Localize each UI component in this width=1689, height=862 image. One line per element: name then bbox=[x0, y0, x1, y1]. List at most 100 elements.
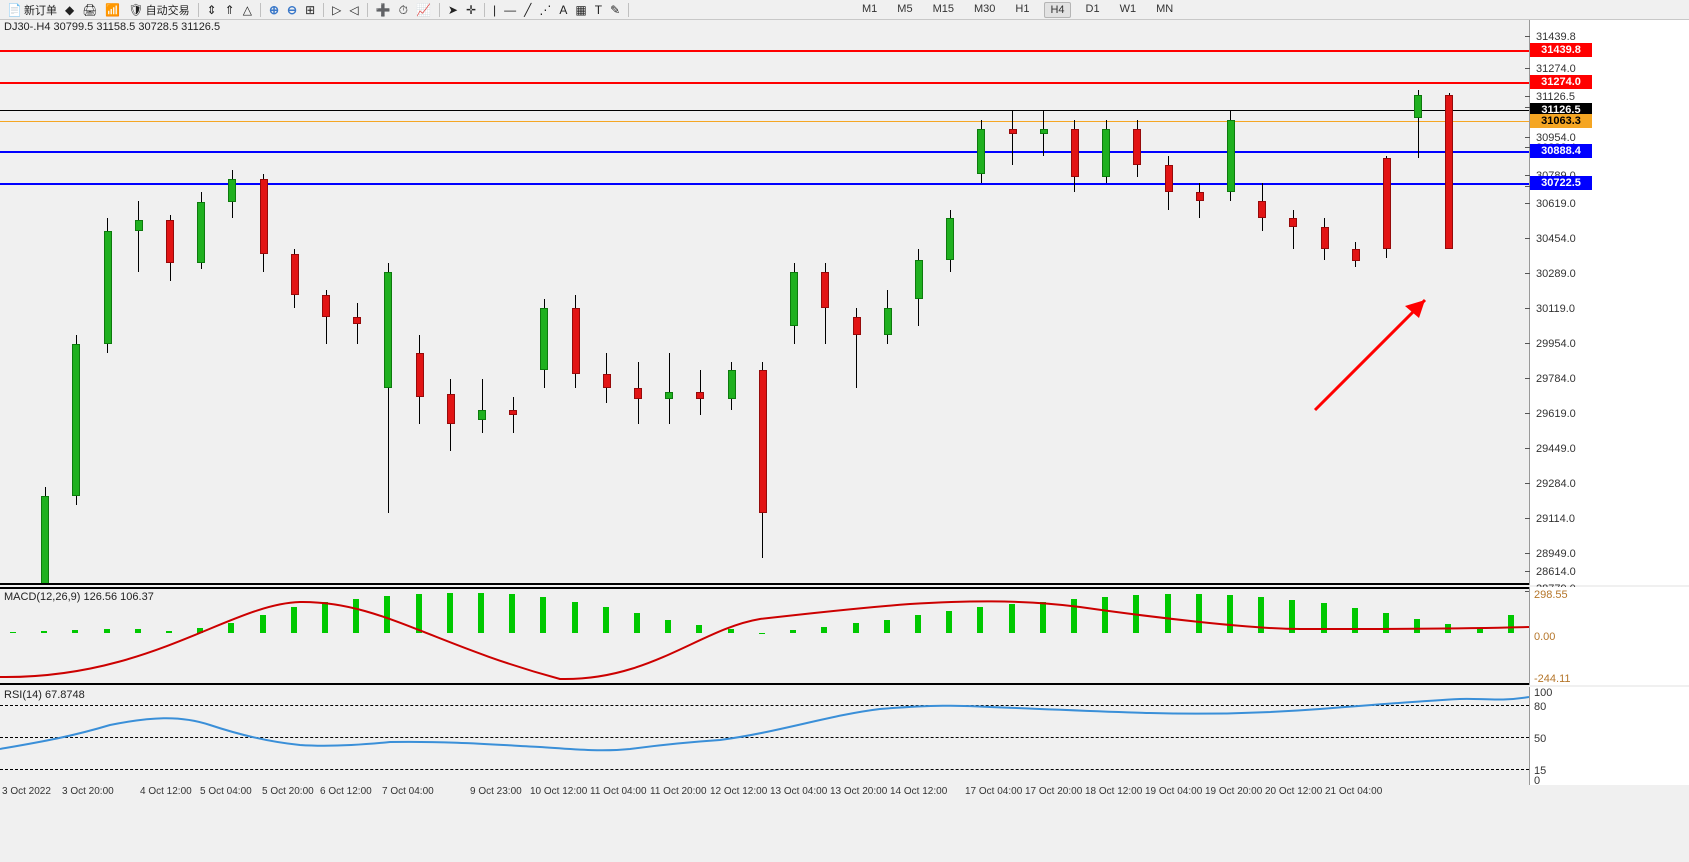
date-tick-4: 5 Oct 20:00 bbox=[262, 786, 314, 797]
orange-line-label[interactable]: 31063.3 bbox=[1530, 114, 1592, 128]
date-axis[interactable]: 3 Oct 2022 3 Oct 20:00 4 Oct 12:00 5 Oct 04… bbox=[0, 785, 1529, 805]
date-tick-7: 9 Oct 23:00 bbox=[470, 786, 522, 797]
period-H1[interactable]: H1 bbox=[1010, 2, 1034, 18]
price-tick-18: 28949.0 bbox=[1530, 547, 1689, 561]
period-M15[interactable]: M15 bbox=[928, 2, 959, 18]
expert-advisor-button[interactable]: ➕ bbox=[373, 1, 394, 19]
new-order-icon: 📄 bbox=[7, 4, 22, 16]
grid-view-button[interactable]: ⊞ bbox=[302, 1, 318, 19]
period-M5[interactable]: M5 bbox=[892, 2, 917, 18]
horizontal-line-tool[interactable]: — bbox=[501, 1, 519, 19]
date-tick-6: 7 Oct 04:00 bbox=[382, 786, 434, 797]
zoom-in-button[interactable]: ⊕ bbox=[266, 1, 282, 19]
date-tick-0: 3 Oct 2022 bbox=[2, 786, 51, 797]
zoom-out-button[interactable]: ⊖ bbox=[284, 1, 300, 19]
date-tick-19: 19 Oct 20:00 bbox=[1205, 786, 1262, 797]
price-tick-11: 30119.0 bbox=[1530, 302, 1689, 316]
price-tick-16: 29284.0 bbox=[1530, 477, 1689, 491]
date-tick-11: 12 Oct 12:00 bbox=[710, 786, 767, 797]
time-periods-button[interactable]: ⏱ bbox=[396, 1, 411, 19]
period-D1[interactable]: D1 bbox=[1081, 2, 1105, 18]
price-tick-13: 29784.0 bbox=[1530, 372, 1689, 386]
timeframe-buttons: M1 M5 M15 M30 H1 H4 D1 W1 MN bbox=[857, 2, 1178, 18]
rsi-value-line bbox=[0, 687, 1529, 785]
zoom-in-icon: ⊕ bbox=[269, 4, 279, 16]
price-tick-15: 29449.0 bbox=[1530, 442, 1689, 456]
date-tick-13: 13 Oct 20:00 bbox=[830, 786, 887, 797]
price-tick-14: 29619.0 bbox=[1530, 407, 1689, 421]
price-tick-9: 30454.0 bbox=[1530, 232, 1689, 246]
indicators-list-button[interactable]: 📈 bbox=[413, 1, 434, 19]
rsi-label: RSI(14) 67.8748 bbox=[4, 689, 85, 701]
zoom-out-icon: ⊖ bbox=[287, 4, 297, 16]
upper-red-line-2-label[interactable]: 31274.0 bbox=[1530, 75, 1592, 89]
price-tick-0: 31439.8 bbox=[1530, 30, 1689, 44]
macd-label: MACD(12,26,9) 126.56 106.37 bbox=[4, 591, 154, 603]
candles-container bbox=[0, 20, 1529, 585]
period-W1[interactable]: W1 bbox=[1115, 2, 1142, 18]
tools-icon-button[interactable]: ◆ bbox=[62, 1, 77, 19]
date-tick-8: 10 Oct 12:00 bbox=[530, 786, 587, 797]
price-tick-10: 30289.0 bbox=[1530, 267, 1689, 281]
price-tick-20: 28614.0 bbox=[1530, 565, 1689, 579]
cursor-tool[interactable]: ➤ bbox=[445, 1, 461, 19]
date-tick-10: 11 Oct 20:00 bbox=[650, 786, 707, 797]
macd-axis[interactable]: 298.55 0.00 -244.11 bbox=[1529, 587, 1689, 685]
date-tick-20: 20 Oct 12:00 bbox=[1265, 786, 1322, 797]
auto-trading-button[interactable]: 🛡 自动交易 bbox=[125, 1, 192, 19]
main-toolbar: 📄 新订单 ◆ 🖨 📶 🛡 自动交易 ⇕ ⇑ △ ⊕ ⊖ ⊞ ▷ ◁ ➕ ⏱ 📈 bbox=[0, 0, 1689, 20]
new-order-button[interactable]: 📄 新订单 bbox=[4, 1, 60, 19]
fibonacci-tool[interactable]: ⋰ bbox=[536, 1, 554, 19]
print-icon-button[interactable]: 🖨 bbox=[79, 1, 100, 19]
period-MN[interactable]: MN bbox=[1151, 2, 1178, 18]
price-tick-17: 29114.0 bbox=[1530, 512, 1689, 526]
date-tick-17: 18 Oct 12:00 bbox=[1085, 786, 1142, 797]
date-tick-18: 19 Oct 04:00 bbox=[1145, 786, 1202, 797]
chart-scale-icon[interactable]: △ bbox=[240, 1, 255, 19]
date-tick-3: 5 Oct 04:00 bbox=[200, 786, 252, 797]
print-icon: 🖨 bbox=[82, 4, 97, 16]
upper-red-line-1-label[interactable]: 31439.8 bbox=[1530, 43, 1592, 57]
signal-icon: 📶 bbox=[105, 4, 120, 16]
price-tick-8: 30619.0 bbox=[1530, 197, 1689, 211]
period-M30[interactable]: M30 bbox=[969, 2, 1000, 18]
period-M1[interactable]: M1 bbox=[857, 2, 882, 18]
candlestick-chart[interactable]: DJ30-.H4 30799.5 31158.5 30728.5 31126.5 bbox=[0, 20, 1529, 585]
price-tick-12: 29954.0 bbox=[1530, 337, 1689, 351]
date-tick-14: 14 Oct 12:00 bbox=[890, 786, 947, 797]
period-H4[interactable]: H4 bbox=[1044, 2, 1070, 18]
date-tick-21: 21 Oct 04:00 bbox=[1325, 786, 1382, 797]
diamond-icon: ◆ bbox=[65, 4, 74, 16]
autotrading-icon: 🛡 bbox=[128, 4, 143, 16]
price-tick-1: 31274.0 bbox=[1530, 62, 1689, 76]
symbol-info-label: DJ30-.H4 30799.5 31158.5 30728.5 31126.5 bbox=[4, 21, 220, 33]
select-tool[interactable]: T bbox=[592, 1, 605, 19]
date-tick-16: 17 Oct 20:00 bbox=[1025, 786, 1082, 797]
date-tick-15: 17 Oct 04:00 bbox=[965, 786, 1022, 797]
uptrend-arrow-annotation bbox=[1305, 280, 1445, 420]
date-tick-1: 3 Oct 20:00 bbox=[62, 786, 114, 797]
chart-axis-icon-2[interactable]: ⇑ bbox=[222, 1, 238, 19]
styles-tool[interactable]: ✎ bbox=[607, 1, 623, 19]
macd-panel[interactable]: MACD(12,26,9) 126.56 106.37 bbox=[0, 587, 1529, 685]
blue-line-upper-label[interactable]: 30888.4 bbox=[1530, 144, 1592, 158]
macd-signal-line bbox=[0, 589, 1529, 685]
price-axis[interactable]: 31439.831274.031126.531063.330954.030888… bbox=[1529, 20, 1689, 585]
date-tick-12: 13 Oct 04:00 bbox=[770, 786, 827, 797]
vertical-line-tool[interactable]: | bbox=[490, 1, 499, 19]
nav-back-button[interactable]: ◁ bbox=[346, 1, 361, 19]
trendline-tool[interactable]: ╱ bbox=[521, 1, 534, 19]
connection-icon-button[interactable]: 📶 bbox=[102, 1, 123, 19]
crosshair-tool[interactable]: ✛ bbox=[463, 1, 479, 19]
mt4-trading-window: 📄 新订单 ◆ 🖨 📶 🛡 自动交易 ⇕ ⇑ △ ⊕ ⊖ ⊞ ▷ ◁ ➕ ⏱ 📈 bbox=[0, 0, 1689, 862]
object-list-tool[interactable]: ▦ bbox=[572, 1, 589, 19]
nav-forward-button[interactable]: ▷ bbox=[329, 1, 344, 19]
blue-line-lower-label[interactable]: 30722.5 bbox=[1530, 176, 1592, 190]
chart-axis-icon-1[interactable]: ⇕ bbox=[204, 1, 220, 19]
date-tick-2: 4 Oct 12:00 bbox=[140, 786, 192, 797]
date-tick-9: 11 Oct 04:00 bbox=[590, 786, 647, 797]
date-tick-5: 6 Oct 12:00 bbox=[320, 786, 372, 797]
rsi-panel[interactable]: RSI(14) 67.8748 bbox=[0, 687, 1529, 785]
text-tool[interactable]: A bbox=[556, 1, 570, 19]
rsi-axis[interactable]: 100 80 50 15 0 bbox=[1529, 687, 1689, 785]
